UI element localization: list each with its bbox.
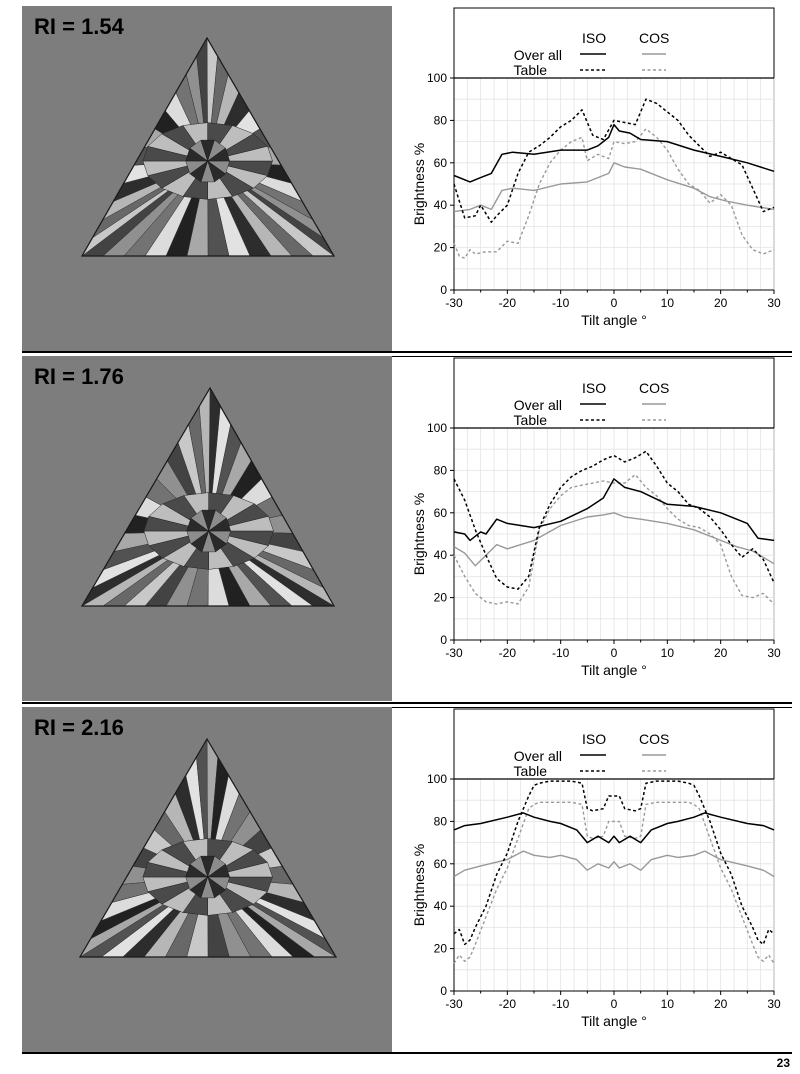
y-tick-label: 80 (434, 814, 448, 828)
x-tick-label: -10 (552, 646, 570, 660)
legend-iso-header: ISO (582, 380, 606, 396)
legend-table-label: Table (514, 763, 548, 779)
x-axis-label: Tilt angle ° (581, 312, 647, 328)
x-tick-label: 20 (714, 296, 728, 310)
y-tick-label: 60 (434, 857, 448, 871)
ri-label: RI = 1.76 (34, 364, 124, 389)
series-line-iso-solid (453, 478, 775, 542)
x-tick-label: 0 (611, 296, 618, 310)
legend-iso-header: ISO (582, 30, 606, 46)
x-tick-label: -10 (552, 997, 570, 1011)
series-line-cos-dashed (453, 801, 775, 964)
x-tick-label: -20 (499, 997, 517, 1011)
series-line-cos-solid (453, 850, 775, 878)
section-divider (22, 702, 792, 708)
gem-render-area: RI = 1.54 (22, 6, 392, 351)
legend-cos-header: COS (639, 731, 669, 747)
x-axis-label: Tilt angle ° (581, 662, 647, 678)
y-tick-label: 60 (434, 156, 448, 170)
x-axis-label: Tilt angle ° (581, 1013, 647, 1029)
y-tick-label: 20 (434, 942, 448, 956)
trillion-gem-image (78, 737, 338, 958)
page-number: 23 (776, 1056, 790, 1070)
y-tick-label: 20 (434, 241, 448, 255)
gem-render-area: RI = 2.16 (22, 707, 392, 1052)
x-tick-label: 20 (714, 997, 728, 1011)
panel-ri-176: RI = 1.76 -30 -20 -10 0 10 20 30 0 20 40 60 80 100 Ti… (0, 356, 800, 701)
y-tick-label: 100 (427, 71, 447, 85)
x-tick-label: 30 (767, 997, 781, 1011)
x-tick-label: -30 (445, 296, 463, 310)
legend-overall-label: Over all (514, 748, 562, 764)
y-axis-label: Brightness % (411, 844, 427, 926)
y-tick-label: 40 (434, 548, 448, 562)
x-tick-label: -30 (445, 997, 463, 1011)
trillion-gem-image (80, 386, 336, 607)
x-tick-label: 10 (661, 646, 675, 660)
x-tick-label: 0 (611, 997, 618, 1011)
y-tick-label: 60 (434, 506, 448, 520)
series-line-iso-dashed (453, 450, 775, 590)
brightness-chart: -30 -20 -10 0 10 20 30 0 20 40 60 80 100 Tilt angle °… (411, 357, 781, 678)
x-tick-label: 30 (767, 296, 781, 310)
ri-label: RI = 1.54 (34, 14, 124, 39)
brightness-chart: -30 -20 -10 0 10 20 30 0 20 40 60 80 100 Tilt angle °… (411, 708, 781, 1029)
x-tick-label: -20 (499, 646, 517, 660)
panel-ri-154: RI = 1.54 -30 -20 -10 0 10 20 30 0 20 40 60 80 100 Ti… (0, 6, 800, 351)
section-divider (22, 351, 792, 357)
y-tick-label: 100 (427, 772, 447, 786)
series-line-cos-solid (453, 512, 775, 567)
series-line-iso-dashed (453, 98, 775, 223)
x-tick-label: 0 (611, 646, 618, 660)
x-tick-label: 20 (714, 646, 728, 660)
x-tick-label: -20 (499, 296, 517, 310)
legend-overall-label: Over all (514, 47, 562, 63)
gem-render-area: RI = 1.76 (22, 356, 392, 701)
y-tick-label: 40 (434, 198, 448, 212)
x-tick-label: 10 (661, 296, 675, 310)
y-tick-label: 0 (440, 283, 447, 297)
series-line-iso-dashed (453, 780, 775, 946)
y-tick-label: 40 (434, 899, 448, 913)
y-axis-label: Brightness % (411, 143, 427, 225)
y-axis-label: Brightness % (411, 493, 427, 575)
series-line-cos-solid (453, 162, 775, 213)
trillion-gem-image (80, 36, 336, 257)
y-tick-label: 0 (440, 633, 447, 647)
y-tick-label: 100 (427, 421, 447, 435)
x-tick-label: -10 (552, 296, 570, 310)
y-tick-label: 80 (434, 463, 448, 477)
y-tick-label: 20 (434, 591, 448, 605)
legend-cos-header: COS (639, 30, 669, 46)
bottom-rule (22, 1052, 792, 1054)
legend-iso-header: ISO (582, 731, 606, 747)
legend-overall-label: Over all (514, 397, 562, 413)
legend-cos-header: COS (639, 380, 669, 396)
series-line-cos-dashed (453, 473, 775, 605)
y-tick-label: 80 (434, 113, 448, 127)
series-line-cos-dashed (453, 128, 775, 259)
series-line-iso-solid (453, 812, 775, 844)
ri-label: RI = 2.16 (34, 715, 124, 740)
legend-table-label: Table (514, 62, 548, 78)
x-tick-label: 30 (767, 646, 781, 660)
x-tick-label: 10 (661, 997, 675, 1011)
panel-ri-216: RI = 2.16 -30 -20 -10 0 10 20 30 0 20 40 60 80 100 Ti… (0, 707, 800, 1052)
series-line-iso-solid (453, 123, 775, 183)
x-tick-label: -30 (445, 646, 463, 660)
y-tick-label: 0 (440, 984, 447, 998)
legend-table-label: Table (514, 412, 548, 428)
brightness-chart: -30 -20 -10 0 10 20 30 0 20 40 60 80 100 Tilt angle °… (411, 7, 781, 328)
